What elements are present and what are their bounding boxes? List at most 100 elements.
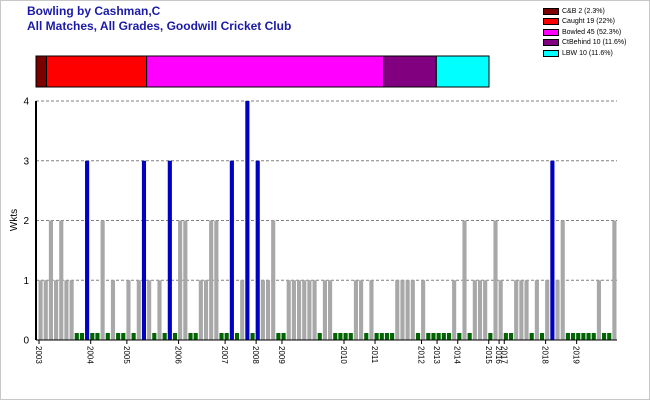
y-tick-label: 0	[23, 336, 29, 347]
bar	[452, 280, 457, 340]
bar-highlight	[229, 160, 234, 340]
legend-label-lbw: LBW 10 (11.6%)	[562, 49, 613, 57]
bar	[596, 280, 601, 340]
bar	[353, 280, 359, 340]
bar	[462, 220, 467, 340]
x-tick-label: 2005	[122, 346, 131, 364]
bar-zero	[105, 333, 110, 340]
bar-zero	[250, 333, 255, 340]
x-tick-label: 2011	[370, 346, 379, 364]
x-tick-label: 2014	[453, 346, 462, 364]
x-tick-label: 2003	[34, 346, 43, 364]
legend-swatch-caught	[543, 18, 559, 26]
bar	[198, 280, 203, 340]
bar-zero	[152, 333, 157, 340]
bar	[545, 280, 550, 340]
bar-zero	[488, 333, 493, 340]
bar-zero	[79, 333, 85, 340]
bar	[359, 280, 364, 340]
bar	[54, 280, 59, 340]
bar-zero	[446, 333, 452, 340]
bar	[265, 280, 271, 340]
bar	[214, 220, 219, 340]
y-tick-labels: 0 1 2 3 4	[23, 97, 29, 347]
bar-zero	[503, 333, 508, 340]
bar-zero	[219, 333, 224, 340]
axes	[35, 101, 617, 341]
bar	[560, 220, 565, 340]
bar-zero	[116, 333, 121, 340]
stack-segment-ctbehind	[383, 55, 437, 88]
bar-zero	[581, 333, 586, 340]
bar-zero	[529, 333, 534, 340]
bar	[296, 280, 302, 340]
bar	[48, 220, 53, 340]
y-tick-label: 2	[23, 216, 29, 227]
x-tick-label: 2008	[251, 346, 260, 364]
legend-item-lbw: LBW 10 (11.6%)	[543, 48, 626, 59]
x-tick-label: 2015	[484, 346, 493, 364]
bar	[302, 280, 307, 340]
bar-zero	[576, 333, 581, 340]
bar-zero	[586, 333, 591, 340]
bar	[69, 280, 74, 340]
x-tick-label: 2006	[174, 346, 183, 364]
bar	[405, 280, 410, 340]
x-tick-label: 2010	[339, 346, 348, 364]
bar-zero	[317, 333, 322, 340]
bar	[400, 280, 405, 340]
y-tick-label: 1	[23, 276, 29, 287]
bar	[410, 280, 415, 340]
bar-zero	[384, 333, 390, 340]
bar-zero	[379, 333, 384, 340]
legend-item-ctbehind: CtBehind 10 (11.6%)	[543, 38, 626, 49]
bar-zero	[539, 333, 545, 340]
bar-zero	[224, 333, 229, 340]
y-gridlines	[36, 100, 617, 281]
chart-subtitle: All Matches, All Grades, Goodwill Cricke…	[27, 19, 292, 33]
bar	[524, 280, 529, 340]
bar-highlight	[85, 160, 90, 340]
bar-zero	[602, 333, 607, 340]
legend-label-caught: Caught 19 (22%)	[562, 18, 615, 26]
bar	[514, 280, 519, 340]
bar-zero	[415, 333, 421, 340]
bar-zero	[193, 333, 198, 340]
bar	[328, 280, 333, 340]
x-tick-label: 2012	[417, 346, 426, 364]
bar-zero	[364, 333, 369, 340]
bar-zero	[591, 333, 596, 340]
bar	[421, 280, 426, 340]
legend-label-bowled: Bowled 45 (52.3%)	[562, 28, 622, 36]
stack-segment-bowled	[146, 55, 385, 88]
bar	[271, 220, 276, 340]
bar	[147, 280, 152, 340]
bar	[498, 280, 503, 340]
bar-zero	[508, 333, 514, 340]
bar	[322, 280, 327, 340]
bar-zero	[436, 333, 441, 340]
bar-zero	[457, 333, 462, 340]
bar	[493, 220, 498, 340]
bar	[307, 280, 312, 340]
bar-zero	[607, 333, 612, 340]
bar-zero	[565, 333, 570, 340]
bar	[519, 280, 524, 340]
bar-zero	[338, 333, 343, 340]
bar	[110, 280, 116, 340]
bar-zero	[131, 333, 136, 340]
bar-zero	[343, 333, 348, 340]
bar	[612, 220, 617, 340]
bar-zero	[348, 333, 353, 340]
legend-item-caught: Caught 19 (22%)	[543, 17, 626, 28]
bar-highlight	[141, 160, 147, 340]
bar	[64, 280, 69, 340]
dismissal-stacked-bar	[35, 55, 490, 88]
bar	[286, 280, 291, 340]
x-tick-label: 2016	[494, 346, 503, 364]
bar-zero	[431, 333, 436, 340]
bar-zero	[234, 333, 240, 340]
bar	[209, 220, 214, 340]
bar	[136, 280, 141, 340]
x-tick-labels: 2003 2004 2005 2006 2007 2008 2009 2010 2011 2012…	[34, 340, 581, 364]
